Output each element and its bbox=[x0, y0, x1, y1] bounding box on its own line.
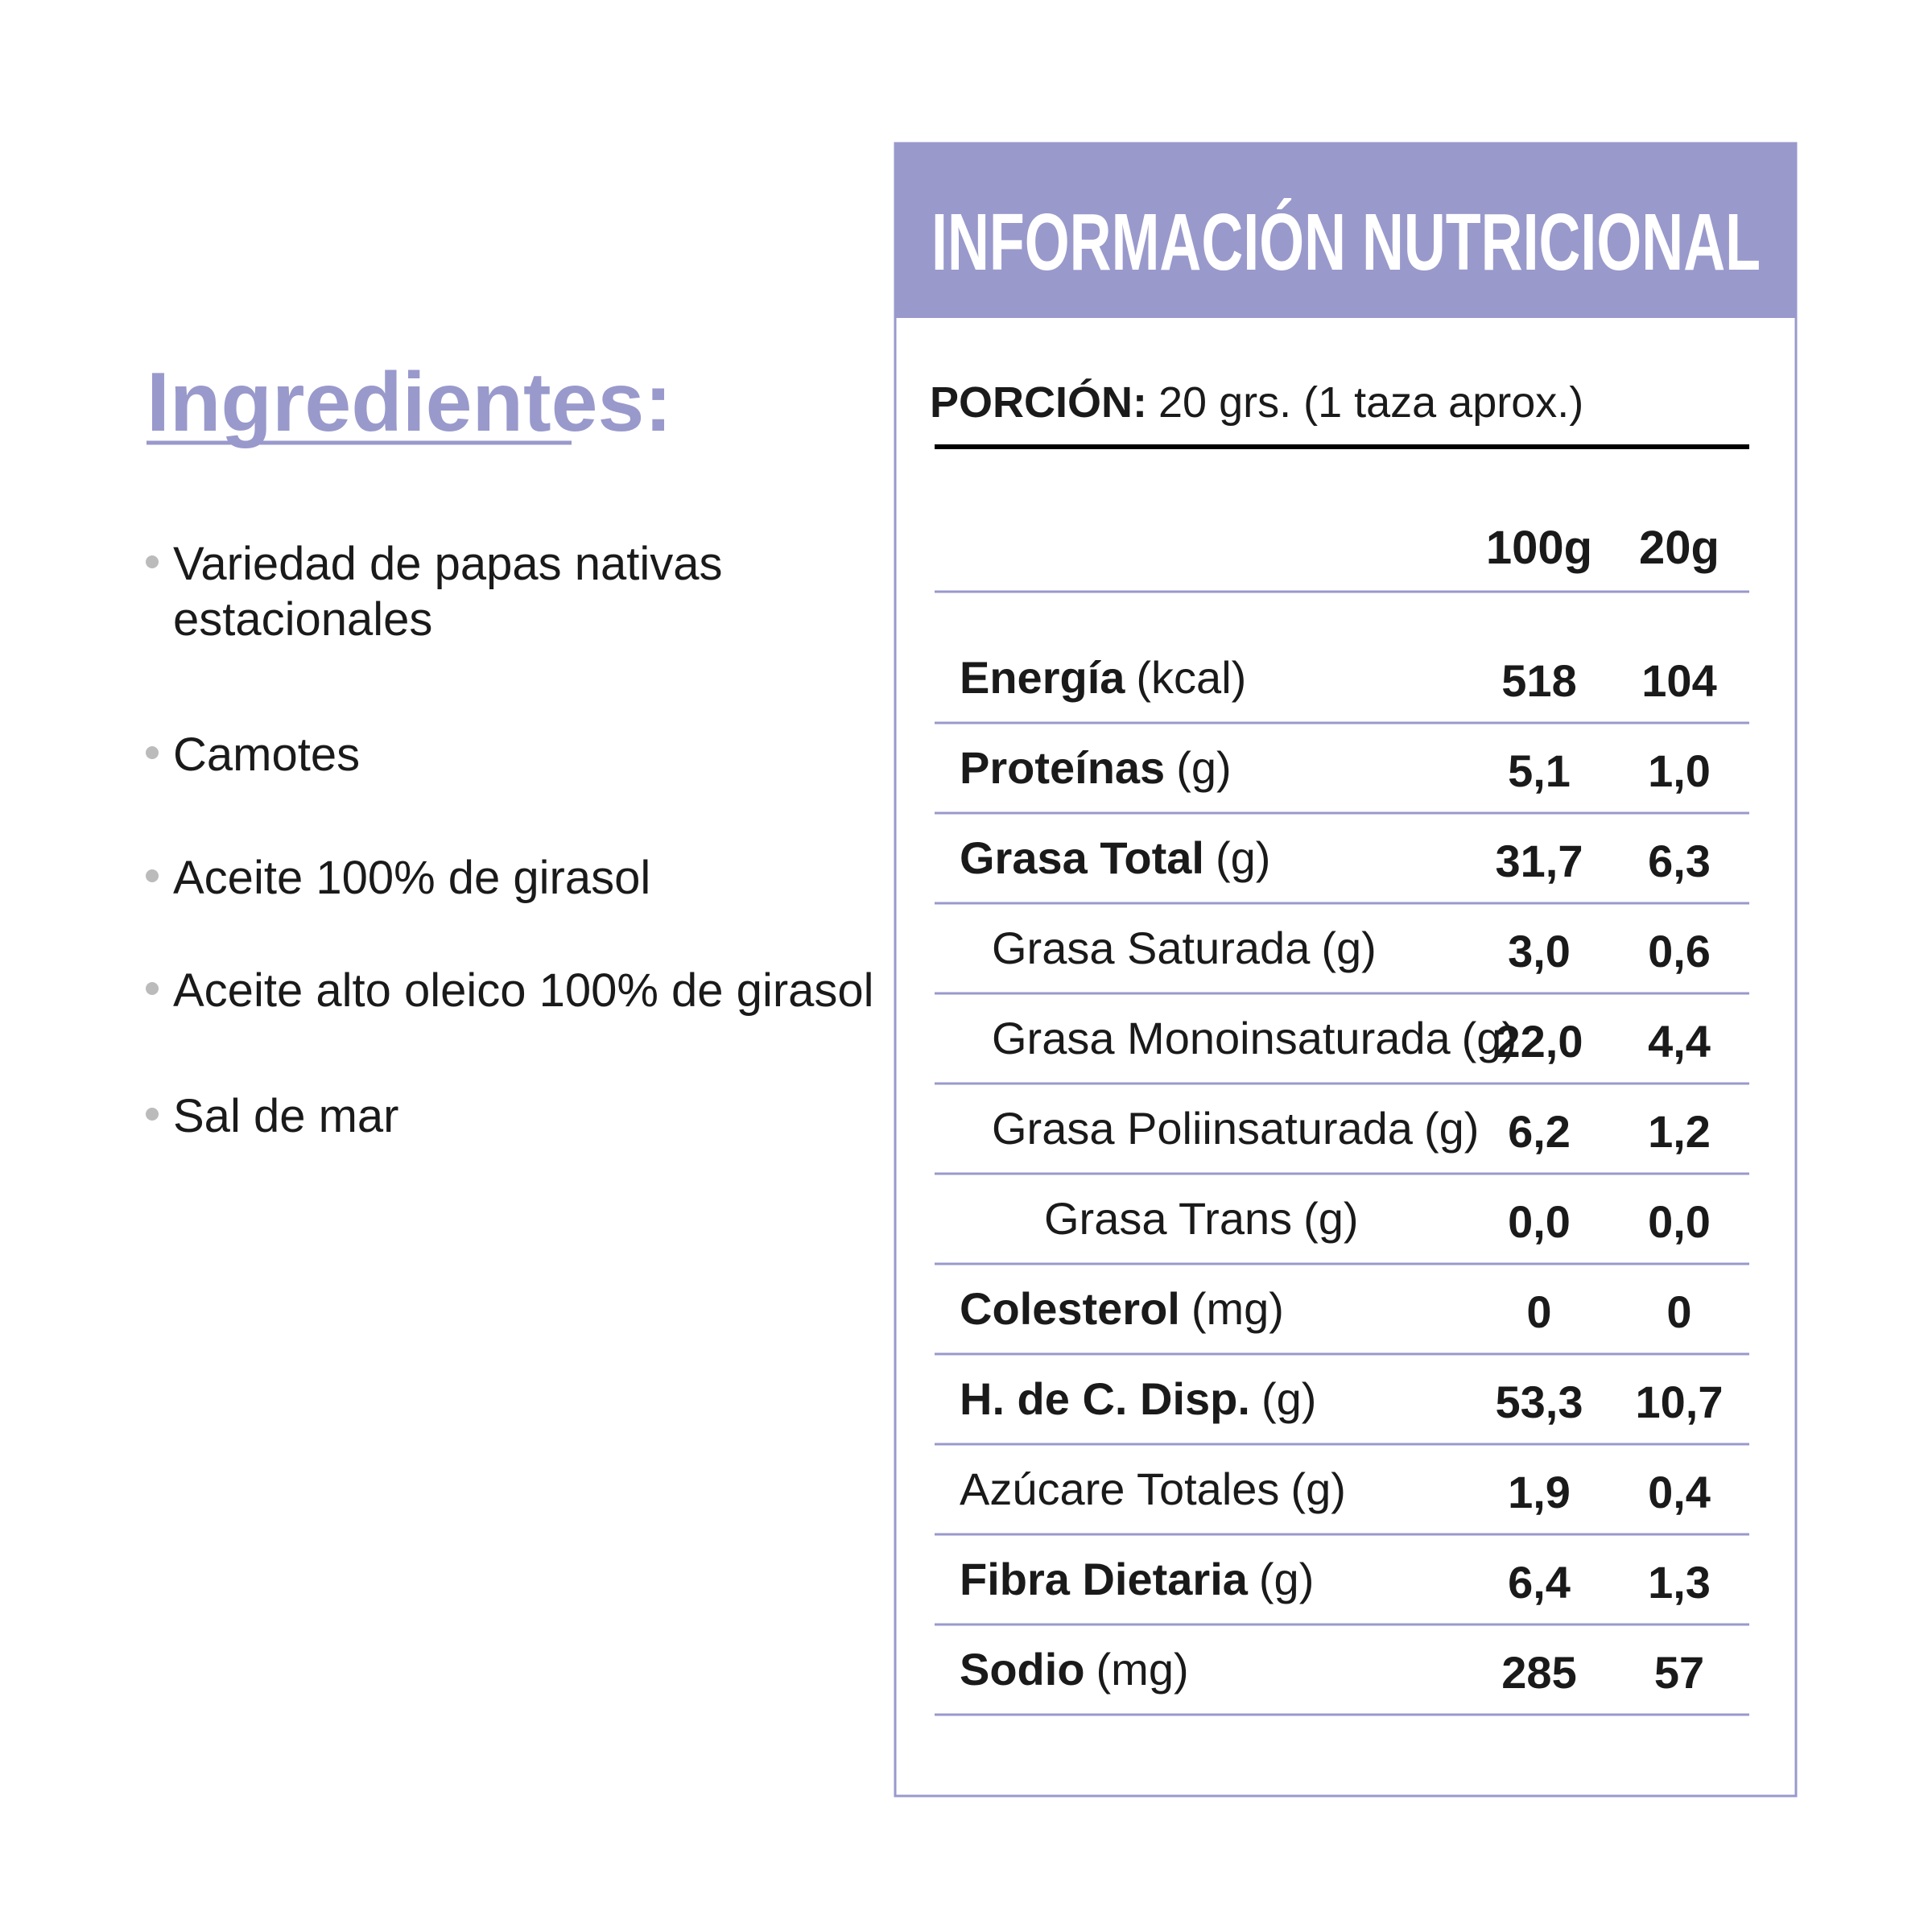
nutrient-value: 6,3 bbox=[1648, 836, 1711, 886]
nutrient-value: 1,0 bbox=[1648, 745, 1711, 796]
bullet bbox=[146, 746, 159, 759]
nutrient-unit: (g) bbox=[1462, 1013, 1517, 1063]
nutrient-name: Fibra Dietaria bbox=[960, 1554, 1249, 1604]
column-header: 20g bbox=[1639, 522, 1719, 574]
nutrient-name: Grasa Saturada bbox=[992, 923, 1311, 973]
nutrient-unit: (mg) bbox=[1191, 1283, 1284, 1334]
nutrient-value: 53,3 bbox=[1496, 1377, 1583, 1427]
nutrient-value: 22,0 bbox=[1496, 1016, 1583, 1067]
nutrient-unit: (g) bbox=[1259, 1554, 1314, 1604]
ingredients-title: Ingredientes: bbox=[147, 356, 672, 449]
portion-value: 20 grs. (1 taza aprox.) bbox=[1158, 378, 1583, 427]
nutrition-title: INFORMACIÓN NUTRICIONAL bbox=[931, 197, 1761, 287]
portion: PORCIÓN: 20 grs. (1 taza aprox.) bbox=[930, 378, 1583, 427]
nutrient-unit: (g) bbox=[1290, 1463, 1345, 1514]
ingredient: Camotes bbox=[173, 729, 360, 781]
nutrient-value: 518 bbox=[1501, 655, 1576, 706]
ingredient: Sal de mar bbox=[173, 1090, 398, 1142]
nutrient-name: Colesterol bbox=[960, 1283, 1180, 1334]
bullet bbox=[146, 1108, 159, 1121]
nutrient-value: 0 bbox=[1526, 1286, 1551, 1337]
nutrient-value: 3,0 bbox=[1508, 926, 1571, 976]
bullet bbox=[146, 982, 159, 995]
nutrient-value: 0,6 bbox=[1648, 926, 1711, 976]
row-label: Colesterol (mg) bbox=[960, 1283, 1284, 1334]
nutrient-name: Azúcare Totales bbox=[960, 1463, 1279, 1514]
nutrient-unit: (g) bbox=[1176, 742, 1231, 793]
nutrient-value: 10,7 bbox=[1636, 1377, 1724, 1427]
row-label: Grasa Total (g) bbox=[960, 832, 1270, 883]
ingredient: Variedad de papas nativas bbox=[173, 538, 723, 590]
bullet bbox=[146, 869, 159, 882]
row-label: Sodio (mg) bbox=[960, 1644, 1189, 1695]
row-label: Azúcare Totales (g) bbox=[960, 1463, 1346, 1514]
nutrient-value: 285 bbox=[1501, 1647, 1576, 1698]
nutrient-name: H. de C. Disp. bbox=[960, 1373, 1250, 1424]
row-label: H. de C. Disp. (g) bbox=[960, 1373, 1316, 1424]
row-label: Grasa Poliinsaturada (g) bbox=[992, 1103, 1479, 1154]
nutrient-name: Proteínas bbox=[960, 742, 1165, 793]
ingredient: estacionales bbox=[173, 593, 432, 646]
portion-label: PORCIÓN: bbox=[930, 378, 1147, 427]
row-label: Grasa Monoinsaturada (g) bbox=[992, 1013, 1517, 1063]
nutrient-unit: (g) bbox=[1321, 923, 1376, 973]
row-label: Grasa Saturada (g) bbox=[992, 923, 1377, 973]
column-header: 100g bbox=[1486, 522, 1592, 574]
nutrient-value: 0,0 bbox=[1648, 1196, 1711, 1247]
nutrient-unit: (g) bbox=[1424, 1103, 1479, 1154]
nutrient-unit: (g) bbox=[1216, 832, 1270, 883]
nutrient-name: Grasa Poliinsaturada bbox=[992, 1103, 1414, 1154]
nutrient-name: Sodio bbox=[960, 1644, 1085, 1695]
nutrient-value: 0 bbox=[1666, 1286, 1691, 1337]
nutrient-value: 4,4 bbox=[1648, 1016, 1711, 1067]
row-label: Fibra Dietaria (g) bbox=[960, 1554, 1314, 1604]
nutrient-unit: (g) bbox=[1261, 1373, 1316, 1424]
row-label: Grasa Trans (g) bbox=[1044, 1193, 1359, 1244]
row-label: Proteínas (g) bbox=[960, 742, 1232, 793]
row-label: Energía (kcal) bbox=[960, 652, 1246, 703]
nutrient-value: 1,9 bbox=[1508, 1467, 1571, 1517]
bullet bbox=[146, 555, 159, 568]
nutrient-unit: (mg) bbox=[1096, 1644, 1189, 1695]
nutrient-name: Grasa Trans bbox=[1044, 1193, 1292, 1244]
nutrient-value: 1,2 bbox=[1648, 1106, 1711, 1157]
nutrient-value: 104 bbox=[1641, 655, 1716, 706]
nutrient-value: 0,0 bbox=[1508, 1196, 1571, 1247]
nutrient-value: 5,1 bbox=[1508, 745, 1571, 796]
nutrient-value: 6,4 bbox=[1508, 1557, 1571, 1608]
nutrient-value: 0,4 bbox=[1648, 1467, 1711, 1517]
nutrient-value: 31,7 bbox=[1496, 836, 1583, 886]
nutrient-unit: (g) bbox=[1303, 1193, 1358, 1244]
ingredient: Aceite alto oleico 100% de girasol bbox=[173, 964, 874, 1017]
nutrient-value: 57 bbox=[1654, 1647, 1704, 1698]
nutrient-name: Grasa Monoinsaturada bbox=[992, 1013, 1451, 1063]
nutrient-value: 6,2 bbox=[1508, 1106, 1571, 1157]
nutrition-header bbox=[895, 143, 1796, 318]
ingredient: Aceite 100% de girasol bbox=[173, 852, 650, 904]
nutrient-value: 1,3 bbox=[1648, 1557, 1711, 1608]
nutrition-box bbox=[894, 142, 1798, 1798]
nutrient-name: Grasa Total bbox=[960, 832, 1204, 883]
nutrient-unit: (kcal) bbox=[1136, 652, 1246, 703]
nutrient-name: Energía bbox=[960, 652, 1125, 703]
